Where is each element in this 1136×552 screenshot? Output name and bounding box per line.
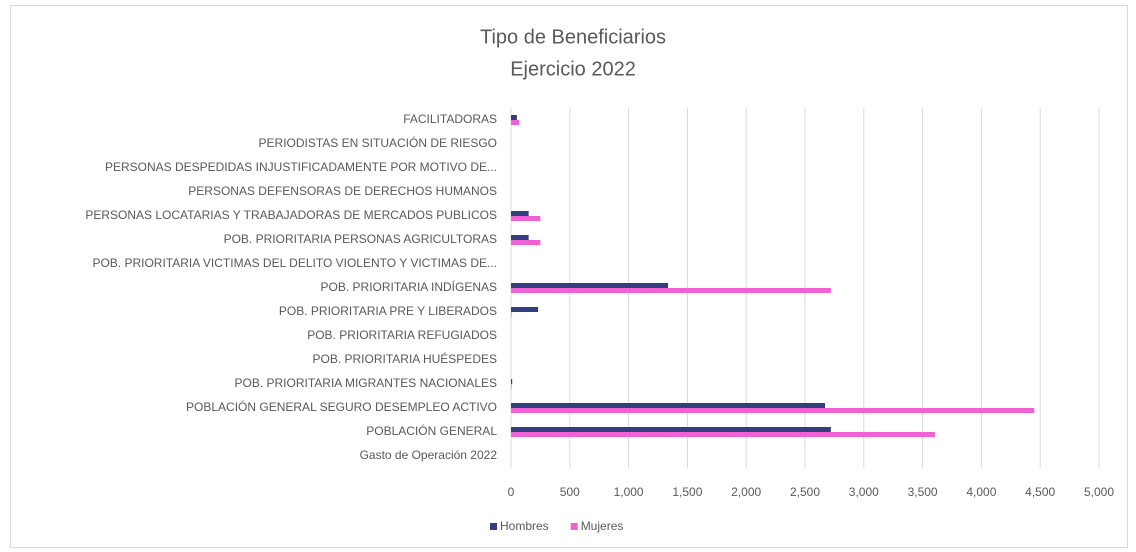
x-tick-label: 1,500	[672, 485, 702, 499]
y-tick-label: PERSONAS DESPEDIDAS INJUSTIFICADAMENTE P…	[105, 160, 497, 174]
bar	[511, 120, 520, 125]
chart-border	[10, 5, 1128, 548]
bar	[511, 235, 529, 240]
y-tick-label: POB. PRIORITARIA HUÉSPEDES	[313, 351, 498, 366]
x-tick-label: 2,000	[731, 485, 761, 499]
x-tick-label: 2,500	[790, 485, 820, 499]
bar	[511, 288, 831, 293]
y-tick-label: PERIODISTAS EN SITUACIÓN DE RIESGO	[259, 135, 497, 150]
bar	[511, 379, 513, 384]
y-tick-label: FACILITADORAS	[403, 112, 497, 126]
x-tick-label: 5,000	[1084, 485, 1114, 499]
y-tick-label: POB. PRIORITARIA INDÍGENAS	[321, 279, 497, 294]
y-tick-label: POB. PRIORITARIA PRE Y LIBERADOS	[279, 304, 497, 318]
bar	[511, 427, 831, 432]
y-tick-label: POBLACIÓN GENERAL	[366, 423, 497, 438]
bar	[511, 211, 529, 216]
bar	[511, 307, 539, 312]
legend-swatch	[570, 523, 578, 530]
bar	[511, 408, 1035, 413]
bar	[511, 403, 825, 408]
y-tick-label: PERSONAS DEFENSORAS DE DERECHOS HUMANOS	[188, 184, 497, 198]
bar	[511, 384, 512, 389]
bar	[511, 432, 935, 437]
bar	[511, 216, 541, 221]
bar	[511, 115, 517, 120]
x-tick-label: 4,500	[1025, 485, 1055, 499]
legend-label: Mujeres	[581, 519, 624, 533]
y-tick-label: POB. PRIORITARIA VICTIMAS DEL DELITO VIO…	[92, 256, 497, 270]
chart-subtitle: Ejercicio 2022	[510, 58, 636, 80]
x-tick-label: 500	[560, 485, 580, 499]
x-tick-label: 4,000	[966, 485, 996, 499]
y-tick-label: POB. PRIORITARIA MIGRANTES NACIONALES	[235, 376, 498, 390]
y-tick-label: POB. PRIORITARIA PERSONAS AGRICULTORAS	[224, 232, 497, 246]
legend-swatch	[490, 523, 497, 530]
bar	[511, 312, 512, 317]
bar	[511, 240, 541, 245]
x-tick-label: 3,000	[849, 485, 879, 499]
y-tick-label: PERSONAS LOCATARIAS Y TRABAJADORAS DE ME…	[85, 208, 497, 222]
y-tick-label: Gasto de Operación 2022	[360, 448, 498, 462]
chart-title: Tipo de Beneficiarios	[480, 26, 666, 48]
legend-label: Hombres	[500, 519, 549, 533]
y-tick-label: POBLACIÓN GENERAL SEGURO DESEMPLEO ACTIV…	[186, 399, 497, 414]
bar	[511, 283, 668, 288]
x-tick-label: 0	[508, 485, 515, 499]
x-tick-label: 3,500	[908, 485, 938, 499]
x-tick-label: 1,000	[614, 485, 644, 499]
y-tick-label: POB. PRIORITARIA REFUGIADOS	[307, 328, 497, 342]
